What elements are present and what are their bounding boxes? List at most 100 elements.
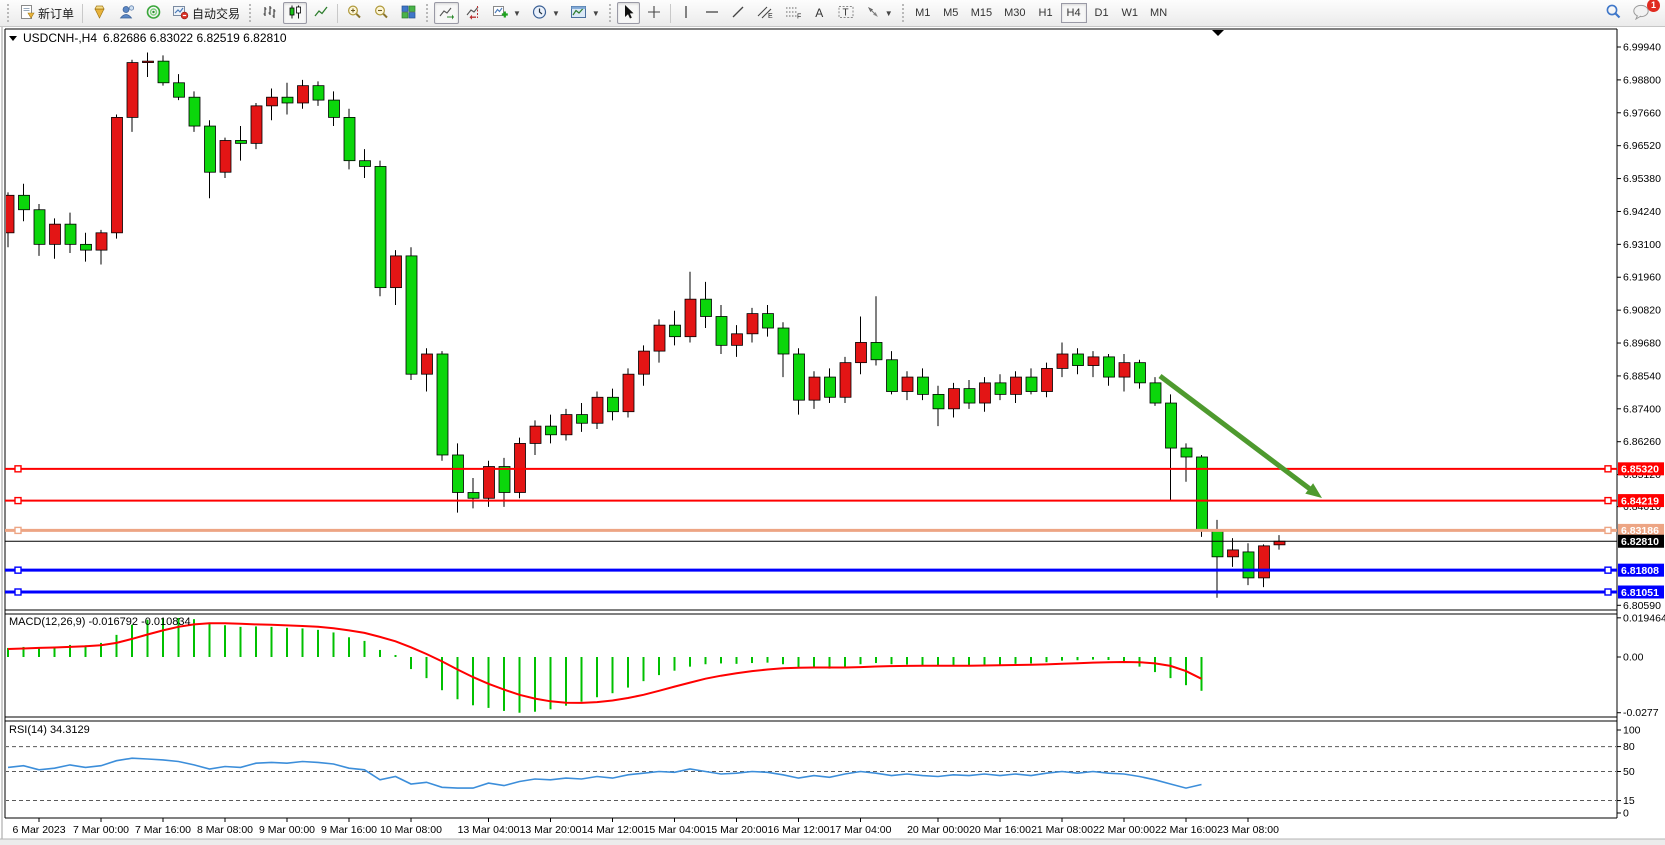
hline-6.83186[interactable] [5, 526, 1617, 535]
crosshair-button[interactable] [642, 2, 666, 24]
arrow-objects-icon [865, 4, 881, 23]
add-indicator-icon [492, 4, 509, 23]
candlestick-chart-icon [287, 4, 303, 23]
hline-6.81051[interactable] [5, 588, 1617, 596]
arrows-button[interactable]: ▼ [861, 2, 897, 24]
svg-text:6.98800: 6.98800 [1623, 74, 1661, 86]
toolbar-grip[interactable] [424, 4, 432, 22]
search-button[interactable] [1600, 2, 1626, 24]
svg-text:10 Mar 08:00: 10 Mar 08:00 [380, 824, 442, 836]
svg-text:80: 80 [1623, 741, 1635, 753]
new-order-icon [19, 4, 35, 23]
timeframe-button-m15[interactable]: M15 [970, 7, 993, 19]
hline-6.81808[interactable] [5, 566, 1617, 574]
timeframe-button-d1[interactable]: D1 [1094, 7, 1109, 19]
svg-text:13 Mar 20:00: 13 Mar 20:00 [520, 824, 582, 836]
fibonacci-button[interactable]: F [780, 2, 806, 24]
svg-text:22 Mar 00:00: 22 Mar 00:00 [1093, 824, 1155, 836]
hline-6.84219[interactable] [5, 496, 1617, 505]
template-icon [570, 4, 588, 23]
toolbar-grip[interactable] [899, 4, 907, 22]
toolbar-grip[interactable] [247, 4, 255, 22]
zoom-out-button[interactable] [369, 2, 394, 24]
text-label-icon: T [837, 4, 855, 23]
zoom-out-icon [373, 4, 390, 23]
toolbar-right: 1 [1599, 0, 1662, 24]
candlestick-chart-button[interactable] [283, 2, 308, 24]
chart-shift-button[interactable] [461, 2, 486, 24]
chart-shift-marker-icon[interactable] [1212, 30, 1224, 36]
toolbar-grip[interactable] [5, 4, 12, 22]
signals-icon [145, 4, 162, 23]
community-button[interactable] [114, 2, 139, 24]
tile-windows-icon [400, 4, 417, 23]
svg-text:6.90820: 6.90820 [1623, 305, 1661, 317]
add-indicator-button[interactable]: ▼ [488, 2, 525, 24]
auto-scroll-button[interactable] [434, 2, 460, 24]
svg-text:20 Mar 00:00: 20 Mar 00:00 [907, 824, 969, 836]
svg-text:6.83186: 6.83186 [1621, 525, 1659, 537]
timeframe-button-h1[interactable]: H1 [1038, 7, 1053, 19]
auto-scroll-icon [438, 4, 455, 23]
chart-canvas[interactable]: 6.99940 6.98800 6.97660 6.96520 6.95380 6.942… [0, 27, 1665, 845]
trendline-button[interactable] [726, 2, 750, 24]
tile-windows-button[interactable] [396, 2, 421, 24]
status-strip [0, 839, 1665, 845]
new-order-button[interactable]: 新订单 [15, 2, 78, 24]
signals-button[interactable] [141, 2, 166, 24]
svg-text:0: 0 [1623, 808, 1629, 820]
autotrading-button[interactable]: 自动交易 [168, 2, 244, 24]
vertical-line-button[interactable] [675, 2, 698, 24]
svg-text:9 Mar 16:00: 9 Mar 16:00 [321, 824, 377, 836]
dropdown-arrow-icon: ▼ [551, 8, 560, 18]
timeframe-button-h4[interactable]: H4 [1060, 3, 1087, 23]
dropdown-arrow-icon: ▼ [591, 8, 600, 18]
trend-arrow-annotation[interactable] [1158, 374, 1322, 498]
hline-6.85320[interactable] [5, 465, 1617, 473]
toolbar-grip[interactable] [606, 4, 614, 22]
timeframe-button-m1[interactable]: M1 [915, 7, 931, 19]
timeframe-button-m5[interactable]: M5 [943, 7, 959, 19]
template-button[interactable]: ▼ [566, 2, 604, 24]
toolbar: 新订单 自动交易 ▼ ▼ ▼ [0, 0, 1665, 27]
horizontal-line-button[interactable] [700, 2, 724, 24]
timeframe-button-m30[interactable]: M30 [1004, 7, 1026, 19]
svg-text:15 Mar 20:00: 15 Mar 20:00 [706, 824, 768, 836]
equidistant-channel-button[interactable]: E [752, 2, 778, 24]
vertical-line-icon [680, 4, 692, 23]
svg-text:6.82810: 6.82810 [1621, 536, 1659, 548]
timeframe-button-w1[interactable]: W1 [1121, 7, 1139, 19]
chat-bubble-icon [1632, 3, 1651, 23]
svg-text:6.96520: 6.96520 [1623, 140, 1661, 152]
period-button[interactable]: ▼ [527, 2, 564, 24]
rsi-levels [6, 746, 1616, 802]
channel-icon: E [756, 4, 774, 23]
fibonacci-icon: F [784, 4, 802, 23]
cursor-button[interactable] [616, 2, 640, 24]
gem-icon [91, 4, 108, 23]
line-chart-button[interactable] [309, 2, 333, 24]
svg-text:6.94240: 6.94240 [1623, 206, 1661, 218]
text-label-button[interactable]: T [833, 2, 859, 24]
toolbar-separator [337, 3, 339, 23]
svg-text:6.81808: 6.81808 [1621, 565, 1659, 577]
bar-chart-button[interactable] [257, 2, 281, 24]
notifications-button[interactable]: 1 [1628, 0, 1660, 24]
zoom-in-button[interactable] [342, 2, 367, 24]
price-tag-6.83186: 6.83186 [1618, 523, 1664, 537]
gem-button[interactable] [87, 2, 112, 24]
dropdown-arrow-icon: ▼ [884, 8, 893, 18]
line-chart-icon [313, 4, 329, 23]
svg-text:6.97660: 6.97660 [1623, 107, 1661, 119]
price-tag-6.81808: 6.81808 [1618, 563, 1664, 577]
clock-icon [531, 4, 548, 23]
price-axis[interactable]: 6.99940 6.98800 6.97660 6.96520 6.95380 6.942… [1617, 42, 1665, 820]
time-axis[interactable]: 6 Mar 2023 7 Mar 00:00 7 Mar 16:00 8 Mar 08… [12, 818, 1279, 836]
svg-text:6.80590: 6.80590 [1623, 600, 1661, 612]
timeframe-button-mn[interactable]: MN [1150, 7, 1168, 19]
svg-text:16 Mar 12:00: 16 Mar 12:00 [768, 824, 830, 836]
text-button[interactable]: A [808, 2, 831, 24]
search-icon [1604, 3, 1622, 23]
svg-text:6.81051: 6.81051 [1621, 587, 1659, 599]
